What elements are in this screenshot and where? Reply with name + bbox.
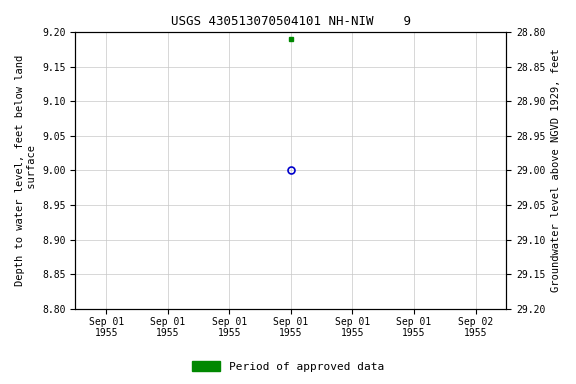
Title: USGS 430513070504101 NH-NIW    9: USGS 430513070504101 NH-NIW 9 [171, 15, 411, 28]
Legend: Period of approved data: Period of approved data [188, 357, 388, 377]
Y-axis label: Depth to water level, feet below land
 surface: Depth to water level, feet below land su… [15, 55, 37, 286]
Y-axis label: Groundwater level above NGVD 1929, feet: Groundwater level above NGVD 1929, feet [551, 49, 561, 292]
